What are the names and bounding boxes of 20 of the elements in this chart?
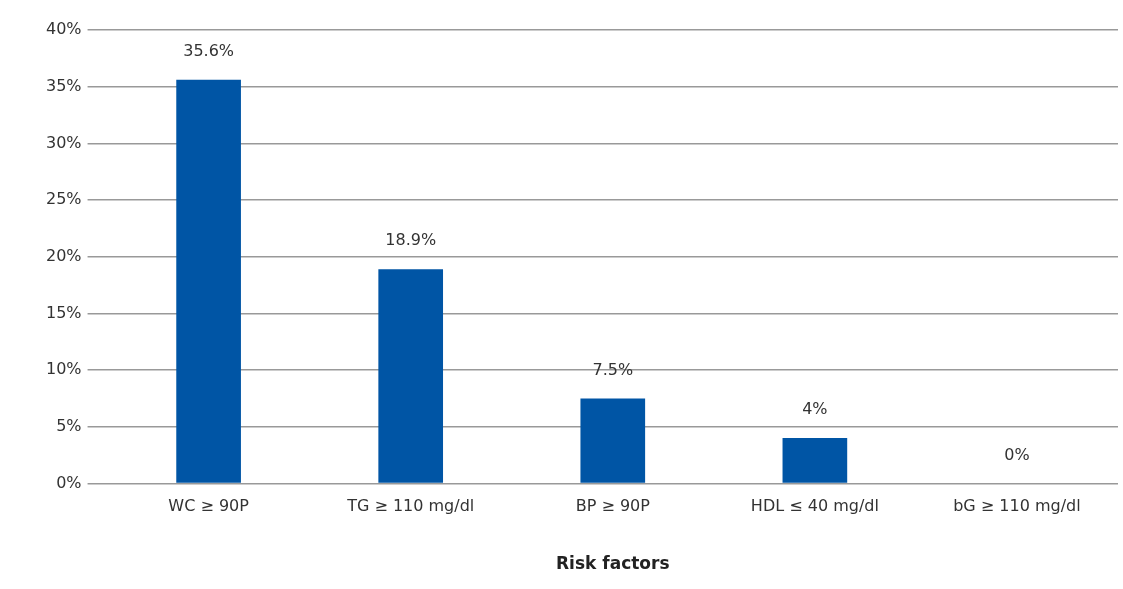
- x-tick-label: WC ≥ 90P: [168, 496, 250, 516]
- y-tick-label: 10%: [46, 359, 82, 379]
- y-tick-label: 0%: [56, 472, 82, 492]
- data-label: 7.5%: [592, 359, 634, 379]
- data-label: 35.6%: [183, 41, 235, 61]
- y-tick-label: 15%: [46, 302, 82, 322]
- x-tick-label: bG ≥ 110 mg/dl: [953, 496, 1081, 516]
- y-tick-label: 25%: [46, 189, 82, 209]
- data-label: 18.9%: [385, 230, 437, 250]
- y-tick-label: 40%: [46, 19, 82, 39]
- y-tick-label: 30%: [46, 132, 82, 152]
- y-tick-label: 35%: [46, 75, 82, 95]
- x-tick-label: TG ≥ 110 mg/dl: [346, 496, 475, 516]
- x-tick-label: BP ≥ 90P: [575, 496, 651, 516]
- data-label: 4%: [802, 399, 828, 419]
- y-tick-label: 5%: [56, 415, 82, 435]
- x-tick-label: HDL ≤ 40 mg/dl: [750, 496, 879, 516]
- data-label: 0%: [1004, 444, 1030, 464]
- x-axis-title: Risk factors: [556, 553, 670, 574]
- y-tick-label: 20%: [46, 245, 82, 265]
